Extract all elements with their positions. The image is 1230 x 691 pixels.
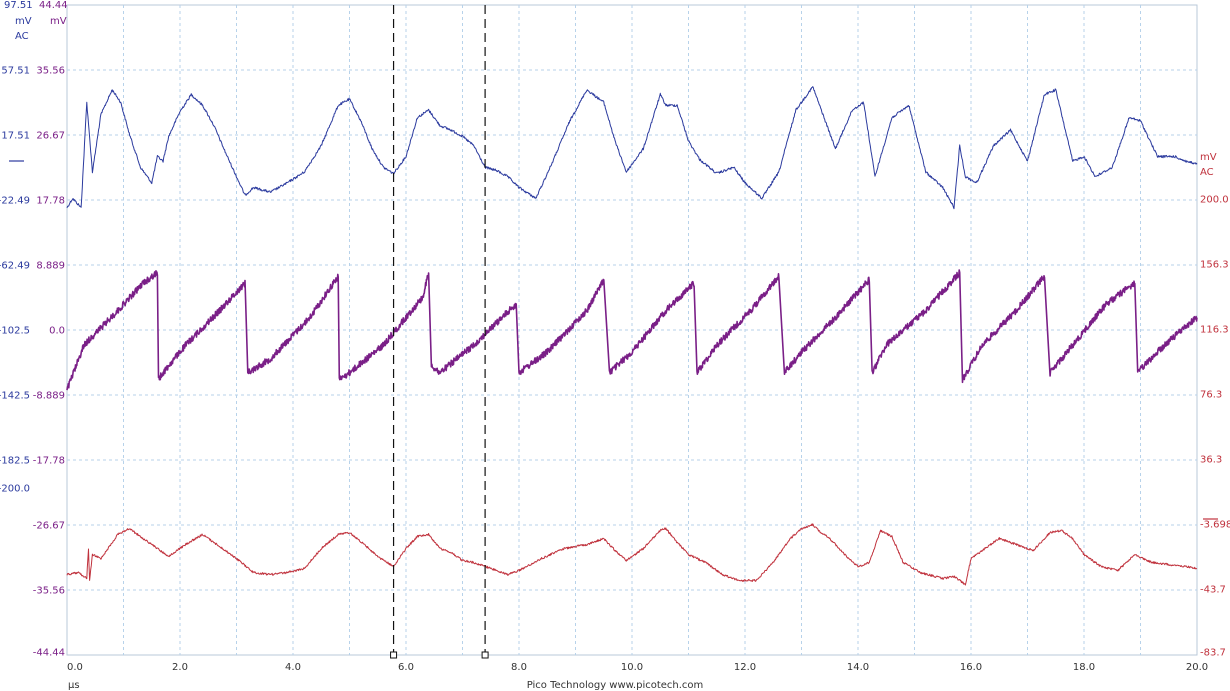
- blue-axis-unit: mV: [15, 16, 32, 27]
- blue-axis-tick: -142.5: [0, 391, 30, 402]
- red-axis-unit: mV: [1200, 152, 1217, 163]
- red-axis-ticks: 200.0 156.3 116.3 76.3 36.3 -3.698 -43.7 -83.7: [1200, 195, 1230, 659]
- traces: [66, 86, 1198, 586]
- purple-axis-tick: 0.0: [49, 326, 65, 337]
- purple-axis-ticks: 35.56 26.67 17.78 8.889 0.0 -8.889 -17.78 -26.6…: [33, 66, 65, 659]
- time-cursors[interactable]: [390, 5, 489, 659]
- purple-axis-tick: -44.44: [33, 648, 65, 659]
- trace-line-1: [66, 86, 1198, 210]
- blue-axis-ticks: 57.51 17.51 -22.49 -62.49 -102.5 -142.5 -182.5…: [0, 66, 30, 495]
- red-axis-tick: -43.7: [1200, 585, 1226, 596]
- x-axis-ticks: 0.0 2.0 4.0 6.0 8.0 10.0 12.0 14.0 16.0 18.0 20.0: [67, 662, 1208, 673]
- x-axis-tick: 10.0: [621, 662, 643, 673]
- purple-axis-tick: -35.56: [33, 586, 65, 597]
- blue-axis-tick: -102.5: [0, 326, 30, 337]
- blue-axis-tick: -22.49: [0, 196, 30, 207]
- purple-axis-tick: -8.889: [33, 391, 65, 402]
- purple-axis-tick: -17.78: [33, 456, 65, 467]
- x-axis-tick: 12.0: [734, 662, 756, 673]
- x-axis-tick: 16.0: [960, 662, 982, 673]
- red-axis-tick: 200.0: [1200, 195, 1229, 206]
- purple-axis-tick: 8.889: [36, 261, 65, 272]
- blue-axis-tick: 17.51: [1, 131, 30, 142]
- blue-axis-tick: -62.49: [0, 261, 30, 272]
- red-axis-tick: -3.698: [1200, 520, 1230, 531]
- red-axis-tick: 36.3: [1200, 455, 1222, 466]
- red-axis-tick: -83.7: [1200, 648, 1226, 659]
- time-cursor-handle[interactable]: [390, 651, 398, 659]
- x-axis-unit: µs: [68, 680, 80, 691]
- purple-axis-top-tick: 44.44: [39, 0, 68, 11]
- x-axis-tick: 20.0: [1186, 662, 1208, 673]
- x-axis-tick: 18.0: [1073, 662, 1095, 673]
- trace-line-3: [66, 523, 1198, 586]
- purple-axis-tick: -26.67: [33, 521, 65, 532]
- purple-axis-tick: 35.56: [36, 66, 65, 77]
- x-axis-tick: 4.0: [285, 662, 301, 673]
- blue-axis-coupling: AC: [15, 31, 29, 42]
- blue-axis-top-tick: 97.51: [4, 0, 33, 11]
- time-cursor-handle[interactable]: [481, 651, 489, 659]
- x-axis-tick: 6.0: [398, 662, 414, 673]
- blue-axis-tick: 57.51: [1, 66, 30, 77]
- purple-axis-unit: mV: [50, 16, 67, 27]
- trace-line-2: [66, 269, 1198, 391]
- purple-axis-tick: 26.67: [36, 131, 65, 142]
- grid: [67, 5, 1197, 655]
- footer-credit: Pico Technology www.picotech.com: [527, 680, 704, 691]
- x-axis-tick: 14.0: [847, 662, 869, 673]
- red-axis-tick: 76.3: [1200, 390, 1222, 401]
- red-axis-tick: 116.3: [1200, 325, 1229, 336]
- red-axis-coupling: AC: [1200, 167, 1214, 178]
- purple-axis-tick: 17.78: [36, 196, 65, 207]
- x-axis-tick: 8.0: [511, 662, 527, 673]
- red-axis-tick: 156.3: [1200, 260, 1229, 271]
- blue-axis-tick: -200.0: [0, 484, 30, 495]
- x-axis-tick: 2.0: [172, 662, 188, 673]
- x-axis-tick: 0.0: [67, 662, 83, 673]
- blue-axis-tick: -182.5: [0, 456, 30, 467]
